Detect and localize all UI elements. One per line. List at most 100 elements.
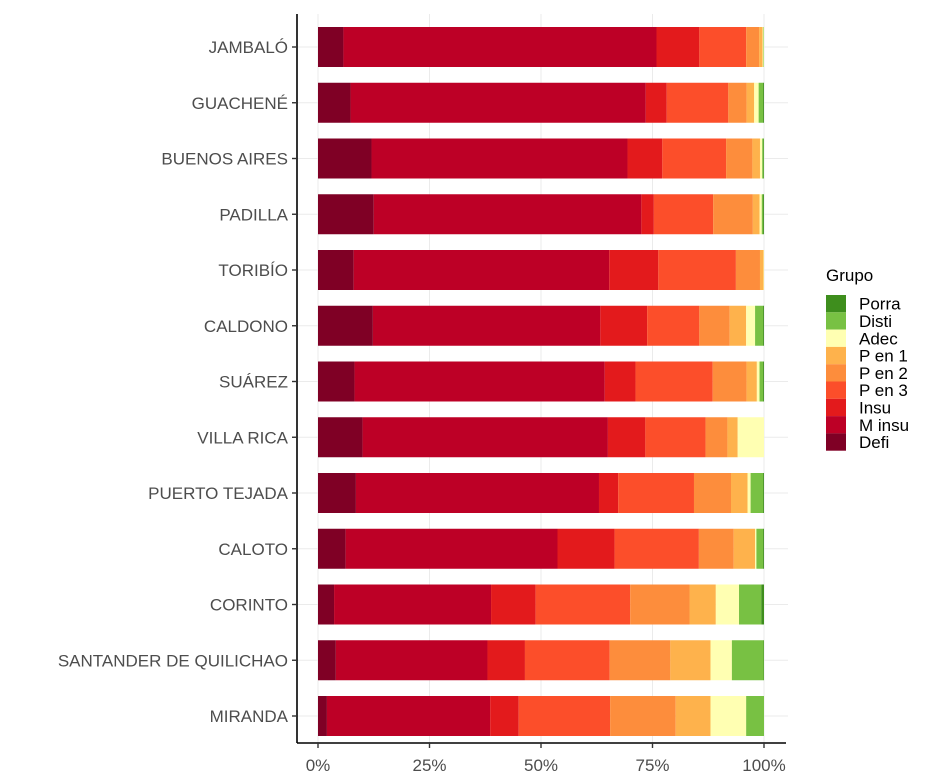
bar-segment (336, 640, 488, 680)
bar-segment (318, 83, 351, 123)
bar-segment (610, 640, 671, 680)
bar-segment (536, 585, 631, 625)
bar-segment (751, 473, 763, 513)
bar-segment (334, 585, 491, 625)
bar-segment (374, 194, 642, 234)
bar-segment (694, 473, 731, 513)
bar-segment (610, 696, 676, 736)
bar-segment (761, 585, 764, 625)
bar-segment (763, 194, 764, 234)
legend-label: P en 3 (859, 381, 908, 400)
y-tick-label: BUENOS AIRES (161, 150, 288, 169)
y-tick-label: VILLA RICA (197, 428, 288, 447)
bar-segment (615, 529, 699, 569)
bar-segment (732, 640, 764, 680)
legend-label: Insu (859, 398, 891, 417)
bar-segment (351, 83, 646, 123)
bar-segment (759, 27, 763, 67)
bar-segment (756, 529, 763, 569)
y-tick-label: PADILLA (219, 205, 288, 224)
bar-segment (654, 194, 713, 234)
bar-segment (657, 27, 700, 67)
bar-segment (318, 640, 336, 680)
bar-segment (752, 139, 760, 179)
x-tick-label: 75% (635, 756, 669, 775)
bar-segment (763, 529, 764, 569)
bar-segment (762, 194, 763, 234)
bar-segment (736, 250, 760, 290)
bar-segment (662, 139, 726, 179)
legend-key (826, 347, 846, 364)
bar-segment (726, 139, 752, 179)
bar-segment (491, 585, 536, 625)
bar-segment (558, 529, 615, 569)
bar-segment (763, 473, 764, 513)
bar-segment (630, 585, 689, 625)
bar-segment (641, 194, 653, 234)
bar-segment (755, 529, 756, 569)
bar-segment (760, 194, 762, 234)
bar-segment (713, 194, 753, 234)
x-tick-label: 100% (742, 756, 785, 775)
y-tick-label: SANTANDER DE QUILICHAO (58, 651, 288, 670)
bar-segment (318, 696, 327, 736)
y-tick-label: GUACHENÉ (192, 94, 288, 113)
legend-key (826, 433, 846, 450)
bar-segment (354, 250, 610, 290)
bar-segment (699, 306, 729, 346)
legend-key (826, 399, 846, 416)
bar-segment (608, 417, 645, 457)
bar-segment (690, 585, 716, 625)
legend-label: P en 1 (859, 347, 908, 366)
bar-segment (760, 250, 764, 290)
bar-segment (753, 194, 760, 234)
bar-segment (699, 529, 734, 569)
bar-segment (599, 473, 618, 513)
bar-segment (600, 306, 647, 346)
bar-segment (739, 585, 761, 625)
bar-segment (318, 306, 373, 346)
legend-label: Defi (859, 433, 889, 452)
y-tick-label: SUÁREZ (219, 373, 288, 392)
bar-segment (605, 362, 636, 402)
y-tick-label: CALOTO (218, 540, 288, 559)
bar-segment (730, 306, 747, 346)
bar-segment (699, 27, 746, 67)
bar-segment (318, 250, 354, 290)
legend-key (826, 382, 846, 399)
bar-segment (618, 473, 694, 513)
y-tick-label: JAMBALÓ (209, 38, 288, 57)
y-tick-label: PUERTO TEJADA (148, 484, 288, 503)
bar-segment (755, 306, 763, 346)
bar-segment (318, 529, 346, 569)
bar-segment (372, 139, 628, 179)
bar-segment (757, 362, 760, 402)
bar-segment (762, 139, 763, 179)
bar-segment (731, 473, 748, 513)
y-tick-label: TORIBÍO (218, 261, 288, 280)
bar-segment (363, 417, 608, 457)
legend-label: Adec (859, 329, 898, 348)
bar-segment (738, 417, 764, 457)
bar-segment (746, 696, 764, 736)
x-tick-label: 25% (412, 756, 446, 775)
bar-segment (760, 139, 762, 179)
bar-segment (355, 362, 605, 402)
bar-segment (318, 417, 363, 457)
bar-segment (318, 362, 355, 402)
bar-segment (713, 362, 747, 402)
bar-segment (706, 417, 728, 457)
bar-segment (318, 585, 334, 625)
legend-title: Grupo (826, 266, 873, 285)
bar-segment (759, 83, 763, 123)
legend-key (826, 416, 846, 433)
bar-segment (667, 83, 729, 123)
bar-segment (646, 83, 667, 123)
bar-segment (645, 417, 705, 457)
bar-segment (373, 306, 600, 346)
bar-segment (728, 83, 746, 123)
bar-segment (327, 696, 490, 736)
bar-segment (747, 362, 757, 402)
bar-segment (763, 83, 764, 123)
